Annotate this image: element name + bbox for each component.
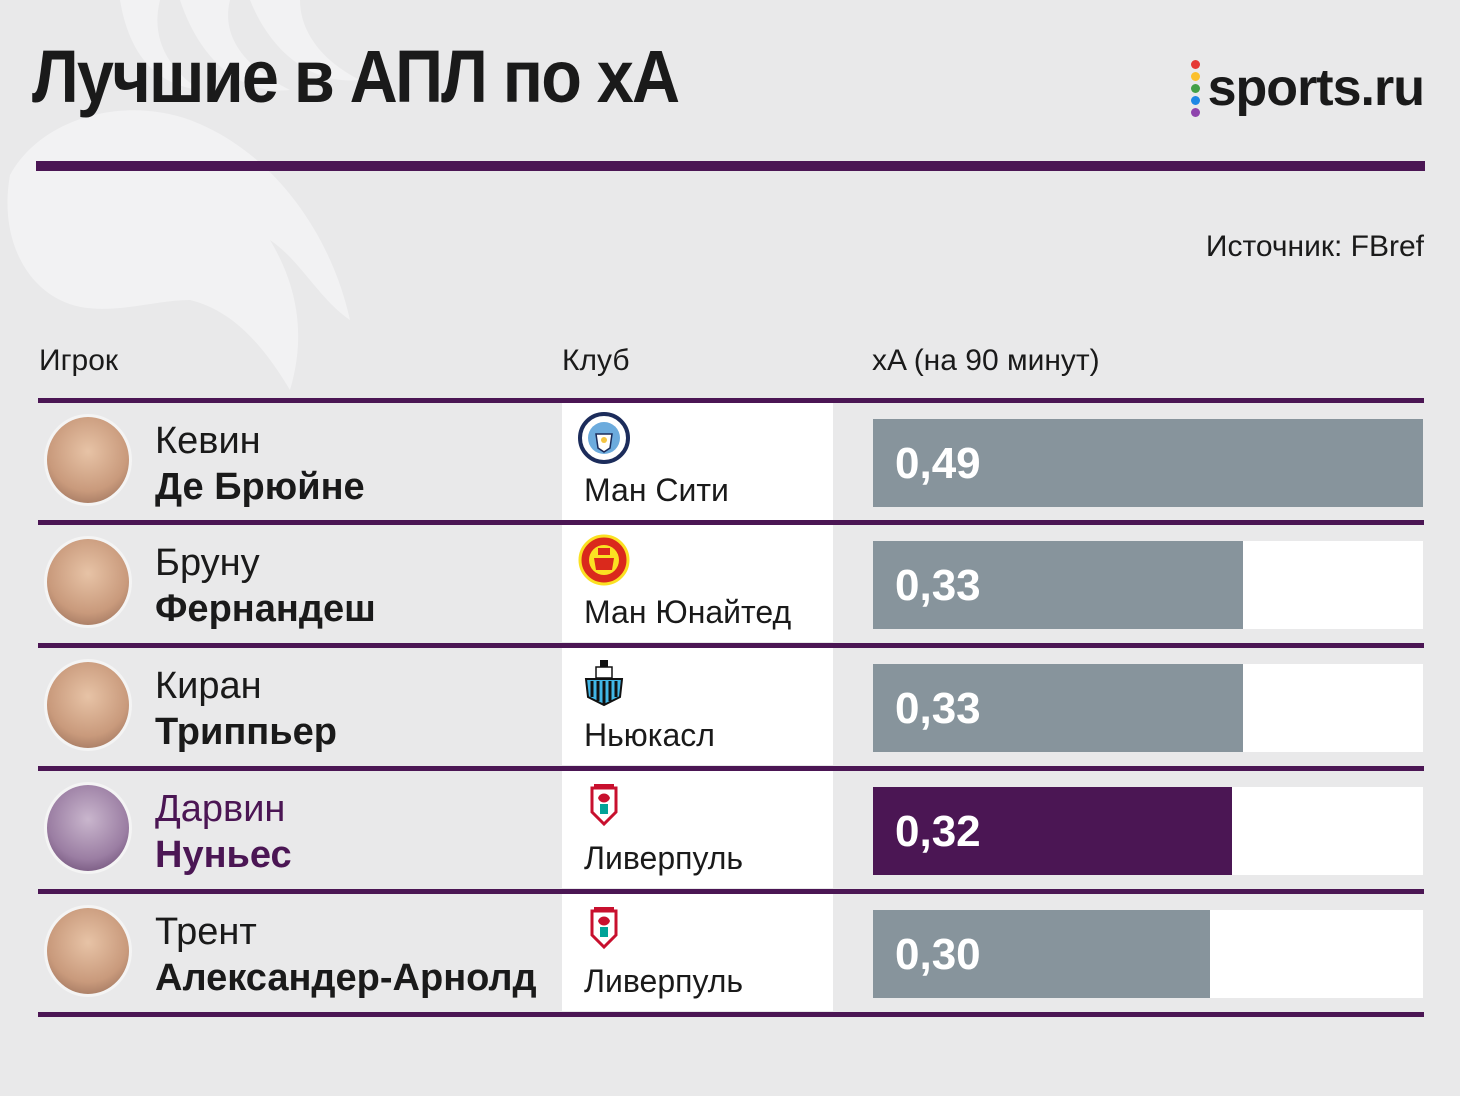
bar-value-label: 0,49 bbox=[895, 439, 981, 488]
bar bbox=[873, 787, 1232, 875]
bar-track: 0,30 bbox=[873, 910, 1423, 998]
newcastle-crest-icon bbox=[584, 660, 624, 707]
row-divider bbox=[38, 520, 1424, 525]
table-row: Трент Александер-Арнолд Ливерпуль 0,30 bbox=[38, 889, 1424, 1011]
bar bbox=[873, 664, 1243, 752]
table-bottom-rule bbox=[38, 1012, 1424, 1017]
table-row: Киран Триппьер Ньюкасл 0,33 bbox=[38, 643, 1424, 765]
bar-track: 0,49 bbox=[873, 419, 1423, 507]
club-name: Ньюкасл bbox=[584, 717, 715, 753]
player-photo bbox=[44, 414, 132, 506]
column-header-club: Клуб bbox=[562, 344, 630, 377]
bar-track: 0,33 bbox=[873, 541, 1423, 629]
bar bbox=[873, 541, 1243, 629]
bar bbox=[873, 910, 1210, 998]
club-name: Ман Сити bbox=[584, 472, 729, 508]
table-row: Дарвин Нуньес Ливерпуль 0,32 bbox=[38, 766, 1424, 888]
player-photo bbox=[44, 905, 132, 997]
man-united-crest-icon bbox=[578, 534, 630, 586]
table-row: Бруну Фернандеш Ман Юнайтед 0,33 bbox=[38, 520, 1424, 642]
player-last-name: Александер-Арнолд bbox=[155, 957, 537, 999]
player-first-name: Киран bbox=[155, 665, 262, 707]
club-name: Ливерпуль bbox=[584, 963, 744, 999]
player-first-name: Бруну bbox=[155, 542, 260, 584]
man-city-crest-icon bbox=[578, 412, 630, 464]
bar bbox=[873, 419, 1423, 507]
club-name: Ман Юнайтед bbox=[584, 594, 792, 630]
player-photo bbox=[44, 782, 132, 874]
row-divider bbox=[38, 766, 1424, 771]
logo-dots-icon bbox=[1190, 59, 1200, 117]
club-name: Ливерпуль bbox=[584, 840, 744, 876]
liverpool-crest-icon bbox=[590, 784, 618, 827]
bar-value-label: 0,33 bbox=[895, 561, 981, 610]
row-divider bbox=[38, 889, 1424, 894]
player-last-name: Де Брюйне bbox=[155, 466, 365, 508]
player-last-name: Фернандеш bbox=[155, 588, 376, 630]
bar-value-label: 0,32 bbox=[895, 807, 981, 856]
column-header-player: Игрок bbox=[39, 344, 118, 377]
logo-text: sports.ru bbox=[1207, 59, 1425, 117]
column-header-metric: xA (на 90 минут) bbox=[872, 344, 1100, 377]
bar-track: 0,33 bbox=[873, 664, 1423, 752]
sports-ru-logo[interactable]: sports.ru bbox=[1190, 58, 1425, 118]
player-photo bbox=[44, 659, 132, 751]
bar-value-label: 0,30 bbox=[895, 930, 981, 979]
player-photo bbox=[44, 536, 132, 628]
player-last-name: Триппьер bbox=[155, 711, 337, 753]
player-first-name: Кевин bbox=[155, 420, 261, 462]
row-divider bbox=[38, 398, 1424, 403]
liverpool-crest-icon bbox=[590, 907, 618, 950]
player-first-name: Дарвин bbox=[155, 788, 286, 830]
title-divider bbox=[36, 161, 1425, 171]
source-note: Источник: FBref bbox=[1205, 230, 1424, 263]
bar-track: 0,32 bbox=[873, 787, 1423, 875]
player-first-name: Трент bbox=[155, 911, 257, 953]
row-divider bbox=[38, 643, 1424, 648]
bar-value-label: 0,33 bbox=[895, 684, 981, 733]
chart-title: Лучшие в АПЛ по xA bbox=[32, 35, 680, 118]
premier-league-lion-watermark bbox=[7, 0, 360, 390]
table-row: Кевин Де Брюйне Ман Сити 0,49 bbox=[38, 398, 1424, 520]
player-last-name: Нуньес bbox=[155, 834, 292, 876]
